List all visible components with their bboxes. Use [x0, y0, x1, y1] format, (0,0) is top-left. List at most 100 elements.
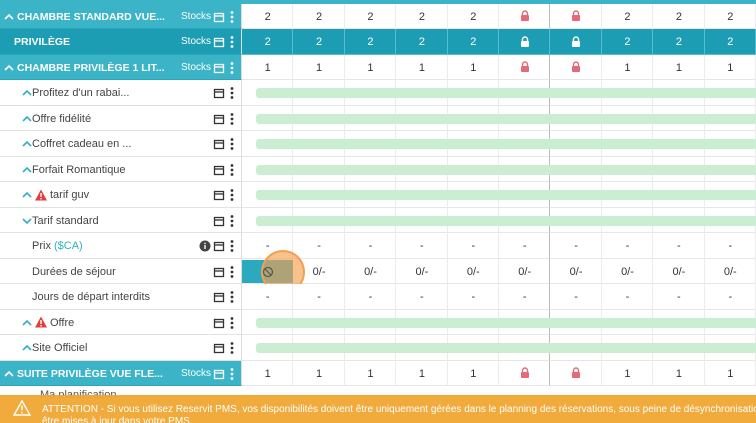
- info-icon[interactable]: [198, 239, 212, 253]
- cell-value[interactable]: 1: [727, 367, 734, 380]
- calendar-icon[interactable]: [212, 112, 226, 126]
- cell-value[interactable]: -: [625, 240, 630, 252]
- calendar-icon[interactable]: [212, 137, 226, 151]
- cell-value[interactable]: 1: [316, 61, 323, 74]
- cell-value[interactable]: -: [265, 291, 270, 303]
- calendar-icon[interactable]: [212, 341, 226, 355]
- menu-dots[interactable]: [225, 188, 239, 202]
- chevron[interactable]: [20, 137, 34, 151]
- chevron[interactable]: [20, 86, 34, 100]
- cell-value[interactable]: 1: [264, 61, 271, 74]
- cell-value[interactable]: 0/-: [723, 265, 737, 278]
- cell-value[interactable]: -: [471, 291, 476, 303]
- calendar-icon[interactable]: [212, 35, 226, 49]
- cell-value[interactable]: -: [574, 291, 578, 303]
- menu-dots[interactable]: [225, 61, 239, 75]
- calendar-icon[interactable]: [212, 290, 226, 304]
- menu-dots[interactable]: [225, 112, 239, 126]
- chevron[interactable]: [2, 61, 16, 75]
- chevron[interactable]: [20, 316, 34, 330]
- menu-dots[interactable]: [225, 341, 239, 355]
- chevron[interactable]: [20, 214, 34, 228]
- cell-value[interactable]: -: [728, 240, 733, 252]
- cell-value[interactable]: -: [522, 240, 527, 252]
- cell-value[interactable]: 1: [418, 61, 425, 74]
- cell-value[interactable]: 2: [727, 10, 734, 23]
- calendar-icon[interactable]: [212, 214, 226, 228]
- menu-dots[interactable]: [225, 86, 239, 100]
- chevron[interactable]: [20, 112, 34, 126]
- cell-value[interactable]: 2: [624, 36, 631, 48]
- cell-value[interactable]: 1: [316, 367, 323, 380]
- menu-dots[interactable]: [225, 316, 239, 330]
- menu-dots[interactable]: [225, 163, 239, 177]
- cell-value[interactable]: -: [522, 291, 527, 303]
- cell-value[interactable]: 0/-: [518, 265, 532, 278]
- cell-value[interactable]: 2: [367, 36, 374, 48]
- menu-dots[interactable]: [225, 214, 239, 228]
- cell-value[interactable]: -: [677, 240, 681, 252]
- cell-value[interactable]: 2: [264, 36, 271, 48]
- cell-value[interactable]: 2: [316, 10, 323, 23]
- cell-value[interactable]: 2: [470, 10, 477, 23]
- cell-value[interactable]: 0/-: [466, 265, 480, 278]
- menu-dots[interactable]: [225, 239, 239, 253]
- menu-dots[interactable]: [225, 367, 239, 381]
- chevron[interactable]: [2, 367, 16, 381]
- menu-dots[interactable]: [225, 35, 239, 49]
- cell-value[interactable]: 1: [367, 367, 374, 380]
- cell-value[interactable]: -: [574, 240, 578, 252]
- cell-value[interactable]: -: [317, 291, 321, 303]
- chevron[interactable]: [2, 10, 16, 24]
- calendar-icon[interactable]: [212, 239, 226, 253]
- cell-value[interactable]: -: [728, 291, 733, 303]
- cell-value[interactable]: 2: [675, 10, 682, 23]
- chevron[interactable]: [20, 163, 34, 177]
- calendar-icon[interactable]: [212, 367, 226, 381]
- cell-value[interactable]: 1: [470, 61, 477, 74]
- cell-value[interactable]: 2: [727, 36, 734, 48]
- calendar-icon[interactable]: [212, 163, 226, 177]
- cell-value[interactable]: 0/-: [415, 265, 429, 278]
- menu-dots[interactable]: [225, 290, 239, 304]
- cell-value[interactable]: 1: [675, 61, 682, 74]
- cell-value[interactable]: -: [317, 240, 321, 252]
- calendar-icon[interactable]: [212, 316, 226, 330]
- cell-value[interactable]: 0/-: [569, 265, 583, 278]
- cell-value[interactable]: 1: [675, 367, 682, 380]
- calendar-icon[interactable]: [212, 86, 226, 100]
- cell-value[interactable]: 1: [418, 367, 425, 380]
- chevron[interactable]: [20, 341, 34, 355]
- cell-value[interactable]: -: [265, 240, 270, 252]
- cell-value[interactable]: 1: [624, 367, 631, 380]
- menu-dots[interactable]: [225, 137, 239, 151]
- cell-value[interactable]: 1: [624, 61, 631, 74]
- calendar-icon[interactable]: [212, 61, 226, 75]
- cell-value[interactable]: 0/-: [621, 265, 634, 278]
- cell-value[interactable]: 2: [675, 36, 682, 48]
- cell-value[interactable]: 1: [727, 61, 734, 74]
- cell-value[interactable]: -: [471, 240, 476, 252]
- calendar-icon[interactable]: [212, 10, 226, 24]
- cell-value[interactable]: 2: [470, 36, 477, 48]
- cell-value[interactable]: 1: [264, 367, 271, 380]
- cell-value[interactable]: -: [625, 291, 630, 303]
- cell-value[interactable]: 0/-: [364, 265, 377, 278]
- cell-value[interactable]: 1: [367, 61, 374, 74]
- cell-value[interactable]: 2: [624, 10, 631, 23]
- cell-value[interactable]: 2: [418, 36, 425, 48]
- cell-value[interactable]: 2: [367, 10, 374, 23]
- menu-dots[interactable]: [225, 265, 239, 279]
- cell-value[interactable]: -: [420, 240, 424, 252]
- chevron[interactable]: [20, 188, 34, 202]
- cell-value[interactable]: 0/-: [312, 265, 326, 278]
- cell-value[interactable]: 2: [418, 10, 425, 23]
- cell-value[interactable]: -: [677, 291, 681, 303]
- cell-value[interactable]: 2: [264, 10, 271, 23]
- menu-dots[interactable]: [225, 10, 239, 24]
- cell-value[interactable]: -: [368, 291, 373, 303]
- cell-value[interactable]: 2: [316, 36, 323, 48]
- cell-value[interactable]: 1: [470, 367, 477, 380]
- calendar-icon[interactable]: [212, 265, 226, 279]
- cell-value[interactable]: -: [368, 240, 373, 252]
